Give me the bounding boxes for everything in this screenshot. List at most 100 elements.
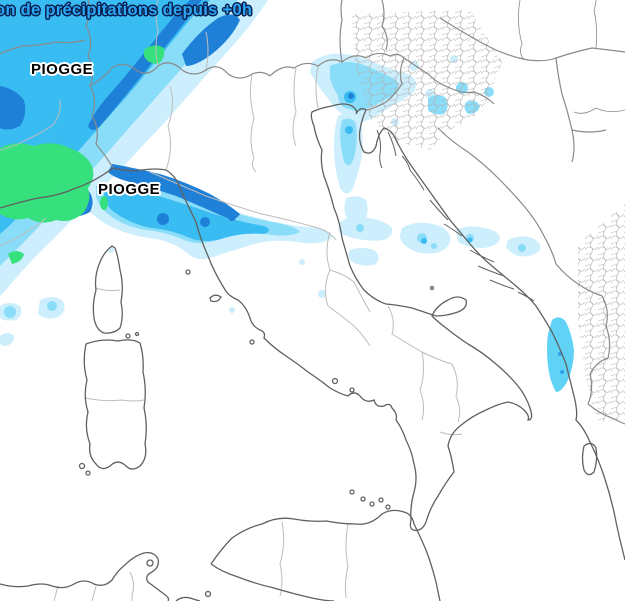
rain-trace-apennine-blob — [348, 248, 379, 266]
region-border — [165, 85, 174, 171]
rain-intense-layer — [0, 45, 165, 264]
region-border — [327, 305, 371, 347]
croatian-islands — [376, 129, 535, 302]
rain-moderate-dot — [467, 237, 473, 243]
rain-trace-apennine-blob — [456, 226, 500, 248]
region-border — [0, 217, 47, 247]
border-switzerland-france — [0, 39, 86, 55]
coast-corsica — [92, 245, 123, 334]
region-border — [329, 269, 371, 313]
island-krk — [387, 131, 397, 157]
rain-trace-speck — [299, 259, 305, 265]
rain-label-piogge-nw: PIOGGE — [31, 61, 94, 78]
region-border — [95, 287, 121, 292]
border-croatia-bosnia — [437, 127, 557, 265]
coast-sardinia — [83, 339, 147, 470]
rain-intense-spot — [144, 45, 165, 64]
islet-maddalena — [134, 331, 140, 337]
border-switzerland-italy — [89, 62, 271, 87]
island-tremiti — [429, 285, 435, 291]
rain-heavy-spot — [157, 213, 169, 225]
map-title: on de précipitations depuis +0h — [0, 1, 253, 19]
coast-sicily-south — [210, 563, 335, 601]
island-aeolian — [378, 497, 384, 503]
rain-moderate-dot — [421, 238, 427, 244]
rain-light-dot — [431, 243, 437, 249]
coast-italy-west — [112, 167, 417, 531]
island-dot — [249, 339, 255, 345]
island-brac — [469, 249, 495, 263]
coast-sicily-north-east — [210, 509, 441, 601]
coastlines — [0, 103, 625, 601]
islet-sardinia-sw — [78, 462, 86, 470]
coast-tunisia — [0, 551, 201, 601]
region-border — [0, 99, 61, 151]
rain-moderate-istria-spot — [345, 126, 353, 134]
rain-intense-main — [0, 143, 94, 223]
coast-french-riviera — [0, 167, 114, 209]
region-border — [279, 521, 285, 597]
island-dot — [185, 269, 191, 275]
border-bosnia-montenegro — [555, 263, 611, 359]
mesh-slovenia-croatia — [352, 10, 502, 150]
rain-offshore-speck — [560, 370, 564, 374]
rain-intense-spot — [100, 196, 108, 210]
region-border — [155, 0, 159, 67]
rain-heavy-istria-dot — [348, 93, 354, 99]
region-border — [205, 31, 209, 71]
rain-light-dot — [356, 224, 364, 232]
rain-light-dot — [47, 301, 57, 311]
region-border — [451, 363, 461, 423]
rain-heavy-blob — [0, 86, 26, 130]
island-aeolian — [349, 489, 355, 495]
rain-heavy-streak — [88, 0, 202, 130]
island-korcula — [489, 279, 515, 290]
region-border — [292, 67, 297, 147]
region-border — [315, 65, 319, 109]
rain-trace-blob — [0, 333, 14, 346]
rain-intense-spot — [8, 251, 24, 264]
rain-trace-apennine-blob — [338, 216, 393, 241]
island-hvar — [477, 265, 505, 277]
rain-heavy-spot — [228, 213, 236, 221]
border-croatia-hungary — [439, 17, 625, 62]
border-austria-north — [381, 0, 388, 51]
island-aeolian — [369, 501, 375, 507]
region-border — [419, 351, 425, 421]
border-thin-hungary — [518, 0, 625, 114]
island-capri — [349, 387, 355, 393]
island-kornati — [443, 223, 463, 237]
region-border — [149, 171, 337, 241]
rain-label-piogge-liguria: PIOGGE — [98, 181, 161, 198]
island-elba — [209, 294, 222, 303]
border-albania-macedonia — [587, 357, 609, 405]
border-italy-slovenia — [365, 57, 405, 111]
coast-corfu — [581, 442, 598, 476]
islet-pantelleria — [204, 590, 212, 598]
municipal-mesh — [352, 10, 625, 422]
islet-cap-bon — [146, 559, 154, 567]
island-ischia — [331, 377, 339, 385]
island-mljet — [517, 291, 535, 302]
rain-trace-adriatic-blob — [344, 196, 368, 225]
islet-sardinia-sw — [85, 470, 91, 476]
island-dugi-otok — [429, 199, 449, 221]
region-border — [439, 431, 463, 436]
region-border — [53, 571, 135, 601]
border-hungary-serbia — [555, 57, 575, 163]
rain-light-dot — [4, 306, 16, 318]
region-border — [344, 523, 349, 599]
region-border — [85, 397, 145, 402]
rain-moderate-liguria-band — [104, 190, 269, 241]
country-borders — [0, 0, 625, 425]
border-slovenia-croatia — [403, 57, 495, 105]
rain-trace-speck — [229, 307, 235, 313]
island-rab — [401, 155, 411, 171]
rain-light-dot — [518, 244, 526, 252]
border-albania-greece — [587, 403, 625, 425]
island-aeolian — [385, 504, 391, 510]
region-border — [387, 305, 453, 365]
rain-heavy-coast-band — [108, 164, 240, 219]
